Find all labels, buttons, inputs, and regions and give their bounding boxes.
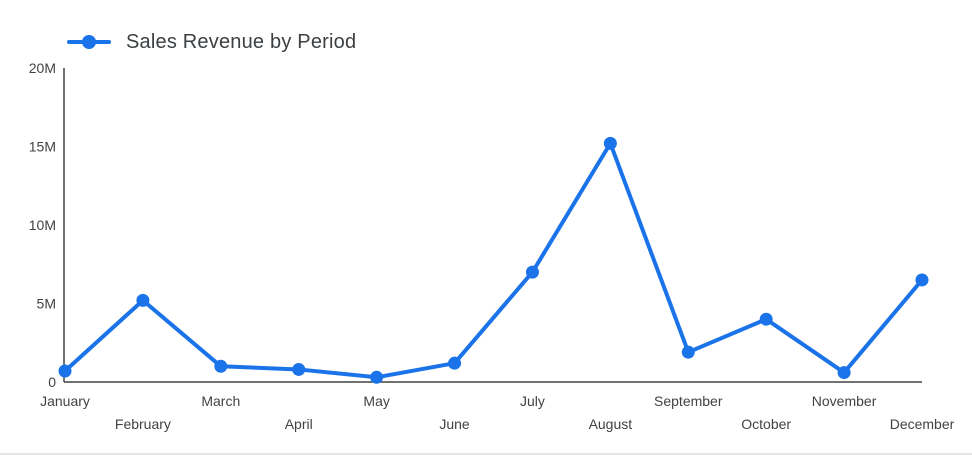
y-tick-label: 5M xyxy=(37,296,56,312)
legend-series-label: Sales Revenue by Period xyxy=(126,30,357,53)
x-tick-label: February xyxy=(115,416,171,432)
x-tick-label: September xyxy=(654,393,723,409)
series-line xyxy=(63,141,924,380)
legend-line-marker-icon xyxy=(67,35,111,49)
data-point[interactable] xyxy=(759,312,773,326)
data-point[interactable] xyxy=(837,366,851,380)
data-point[interactable] xyxy=(915,273,929,287)
x-tick-label: August xyxy=(589,416,633,432)
data-point[interactable] xyxy=(292,362,306,376)
x-tick-label: April xyxy=(285,416,313,432)
y-tick-label: 15M xyxy=(29,139,56,155)
x-tick-label: November xyxy=(812,393,877,409)
data-point[interactable] xyxy=(214,359,228,373)
x-tick-label: October xyxy=(741,416,791,432)
data-point[interactable] xyxy=(58,364,72,378)
data-point[interactable] xyxy=(681,345,695,359)
x-tick-label: January xyxy=(40,393,90,409)
x-tick-label: July xyxy=(520,393,545,409)
x-tick-label: December xyxy=(890,416,955,432)
data-point[interactable] xyxy=(370,370,384,384)
y-tick-label: 20M xyxy=(29,60,56,76)
x-tick-label: June xyxy=(439,416,470,432)
legend-point-icon xyxy=(82,35,96,49)
chart-legend: Sales Revenue by Period xyxy=(67,28,356,56)
y-tick-label: 10M xyxy=(29,217,56,233)
data-point[interactable] xyxy=(136,293,150,307)
x-tick-label: March xyxy=(201,393,240,409)
data-point[interactable] xyxy=(525,265,539,279)
y-tick-label: 0 xyxy=(48,374,56,390)
x-tick-label: May xyxy=(363,393,389,409)
data-point[interactable] xyxy=(448,356,462,370)
data-point[interactable] xyxy=(603,136,617,150)
